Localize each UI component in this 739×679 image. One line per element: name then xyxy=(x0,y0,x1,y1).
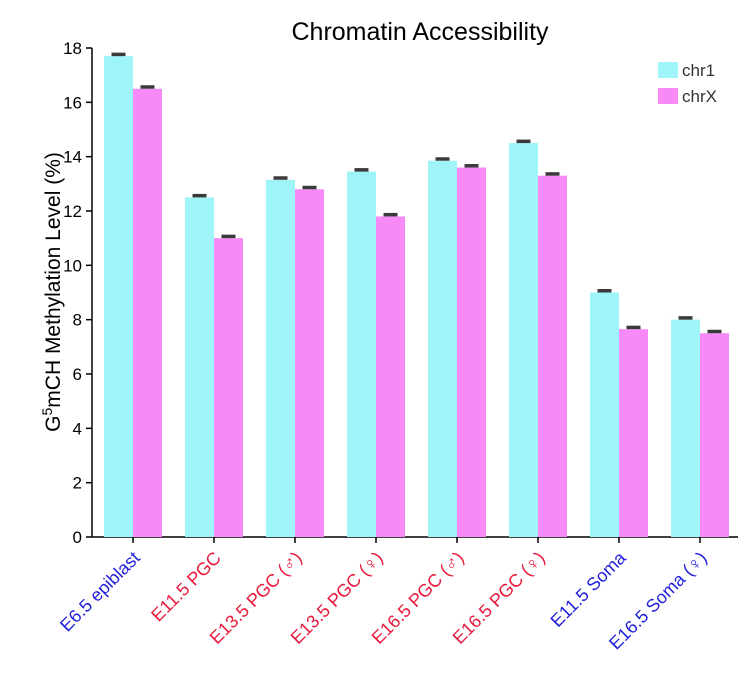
error-bar xyxy=(192,193,207,198)
error-bar xyxy=(354,168,369,172)
y-tick-label: 0 xyxy=(73,528,82,547)
bar-chr1 xyxy=(428,160,457,537)
legend-label-chrX: chrX xyxy=(682,87,717,106)
y-tick-label: 18 xyxy=(63,39,82,58)
y-axis-label-suffix: mCH Methylation Level (%) xyxy=(42,152,65,408)
legend: chr1 chrX xyxy=(658,61,717,106)
x-category-label: E6.5 epiblast xyxy=(56,548,144,636)
y-tick-label: 6 xyxy=(73,365,82,384)
chart-title: Chromatin Accessibility xyxy=(291,18,549,46)
bar-chr1 xyxy=(104,56,133,538)
y-axis-label-prefix: G xyxy=(42,416,65,432)
bar-chr1 xyxy=(266,179,295,537)
error-bar xyxy=(302,185,317,190)
bar-chr1 xyxy=(590,292,619,537)
error-bar xyxy=(383,212,398,217)
x-category-label: E11.5 PGC xyxy=(147,548,225,626)
bar-chrX xyxy=(538,175,567,537)
y-tick-label: 4 xyxy=(73,419,82,438)
y-tick-label: 16 xyxy=(63,93,82,112)
bar-chrX xyxy=(376,216,405,537)
y-axis-label-superscript: 5 xyxy=(39,408,55,416)
y-axis-label: G5mCH Methylation Level (%) xyxy=(39,152,65,432)
error-bar xyxy=(678,316,693,320)
error-bar xyxy=(545,172,560,176)
error-bar xyxy=(626,325,641,330)
error-bar xyxy=(464,164,479,168)
error-bar xyxy=(140,85,155,89)
legend-swatch-chrX xyxy=(658,88,678,104)
bar-chr1 xyxy=(509,143,538,538)
bar-chr1 xyxy=(185,197,214,537)
y-tick-label: 12 xyxy=(63,202,82,221)
error-bar xyxy=(435,157,450,161)
error-bar xyxy=(273,176,288,180)
legend-swatch-chr1 xyxy=(658,62,678,78)
bar-chrX xyxy=(133,88,162,537)
error-bar xyxy=(111,52,126,57)
bar-chrX xyxy=(619,329,648,537)
bar-chrX xyxy=(700,333,729,537)
error-bar xyxy=(221,234,236,239)
error-bar xyxy=(597,289,612,293)
legend-label-chr1: chr1 xyxy=(682,61,715,80)
y-tick-label: 10 xyxy=(63,256,82,275)
bar-chrX xyxy=(214,238,243,537)
error-bar xyxy=(516,139,531,144)
bar-chrX xyxy=(457,167,486,538)
error-bar xyxy=(707,329,722,334)
bar-chr1 xyxy=(671,319,700,537)
bar-chrX xyxy=(295,189,324,537)
y-tick-label: 8 xyxy=(73,311,82,330)
x-category-label: E11.5 Soma xyxy=(547,547,631,631)
bar-chr1 xyxy=(347,171,376,537)
y-tick-label: 14 xyxy=(63,148,82,167)
y-tick-label: 2 xyxy=(73,474,82,493)
